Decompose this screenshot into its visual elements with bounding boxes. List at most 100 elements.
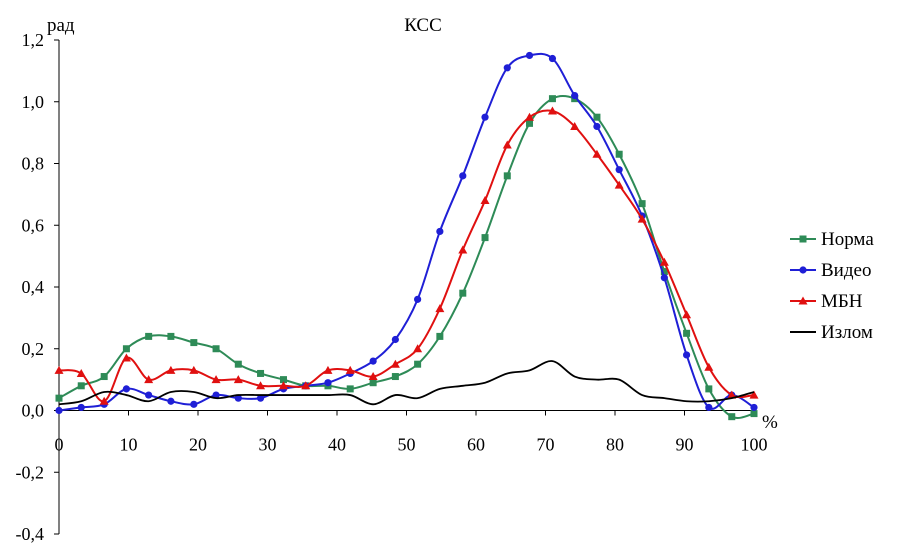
data-point-video: [414, 295, 422, 303]
data-point-mbn: [570, 121, 580, 130]
axes: 1,2 1,0 0,8 0,6 0,4 0,2 0,0 -0,2 -0,4 0 10 20 30 40 50…: [16, 30, 768, 544]
x-tick-label: 20: [189, 435, 207, 455]
data-point-norma: [212, 345, 220, 353]
data-point-mbn: [368, 372, 378, 381]
y-tick-label: 0,8: [22, 154, 45, 174]
data-point-norma: [638, 200, 646, 208]
data-point-mbn: [345, 365, 355, 374]
data-point-mbn: [502, 140, 512, 149]
data-point-mbn: [121, 353, 131, 362]
data-point-video: [525, 51, 534, 60]
data-point-norma: [190, 339, 198, 347]
y-tick-label: 0,4: [22, 277, 45, 297]
data-point-norma: [167, 332, 175, 340]
data-point-mbn: [76, 368, 86, 377]
legend: Норма Видео МБН Излом: [790, 229, 874, 343]
series-line-mbn: [58, 109, 755, 403]
data-point-mbn: [233, 375, 243, 384]
legend-marker-norma: [799, 235, 807, 243]
legend-item-izlom: Излом: [790, 322, 873, 343]
x-tick-label: 90: [676, 435, 694, 455]
y-tick-label: 1,0: [22, 92, 45, 112]
x-tick-label: 30: [259, 435, 277, 455]
data-point-mbn: [592, 149, 602, 158]
data-point-video: [190, 400, 198, 408]
data-point-norma: [593, 113, 601, 121]
data-point-norma: [615, 150, 623, 158]
legend-item-video: Видео: [790, 260, 871, 281]
legend-label-izlom: Излом: [821, 322, 873, 343]
legend-marker-mbn: [798, 296, 808, 305]
legend-label-mbn: МБН: [821, 291, 863, 312]
data-point-video: [145, 391, 153, 399]
data-point-mbn: [525, 112, 535, 121]
data-point-video: [234, 394, 242, 402]
data-point-video: [324, 379, 332, 387]
data-point-video: [256, 394, 265, 402]
data-point-norma: [346, 385, 354, 393]
data-point-mbn: [727, 390, 737, 399]
data-point-norma: [257, 369, 265, 377]
data-point-norma: [234, 360, 242, 368]
data-point-video: [77, 403, 85, 412]
data-point-mbn: [99, 396, 109, 405]
data-point-mbn: [682, 310, 692, 319]
data-point-mbn: [547, 106, 557, 115]
data-point-video: [122, 385, 131, 393]
x-tick-label: 0: [55, 435, 64, 455]
data-point-video: [369, 357, 377, 365]
y-tick-label: -0,2: [16, 462, 45, 482]
data-point-mbn: [211, 375, 221, 384]
data-point-mbn: [166, 365, 176, 374]
data-point-mbn: [435, 304, 445, 313]
data-point-mbn: [54, 365, 64, 374]
data-point-video: [705, 403, 713, 412]
data-point-norma: [459, 289, 467, 297]
data-point-norma: [279, 376, 287, 384]
data-point-norma: [100, 373, 108, 381]
data-point-norma: [526, 119, 534, 127]
data-point-norma: [145, 332, 153, 340]
data-point-norma: [503, 172, 511, 180]
legend-label-norma: Норма: [821, 229, 874, 250]
data-point-mbn: [278, 381, 288, 390]
data-point-mbn: [480, 196, 490, 205]
data-point-video: [459, 172, 467, 180]
data-point-video: [167, 397, 175, 405]
x-tick-label: 50: [398, 435, 416, 455]
data-point-video: [660, 274, 668, 282]
data-point-video: [436, 227, 444, 236]
y-tick-label: 1,2: [22, 30, 45, 50]
data-point-norma: [414, 360, 422, 368]
legend-label-video: Видео: [821, 260, 871, 281]
data-point-mbn: [256, 381, 266, 390]
data-point-norma: [122, 345, 130, 353]
data-point-norma: [728, 413, 736, 421]
data-point-video: [481, 113, 489, 121]
x-axis-title: %: [762, 412, 778, 433]
x-tick-label: 100: [741, 435, 768, 455]
x-tick-label: 10: [120, 435, 138, 455]
data-point-video: [682, 351, 691, 359]
data-point-mbn: [323, 365, 333, 374]
data-point-video: [391, 335, 399, 344]
data-point-norma: [548, 95, 556, 103]
y-axis-title: рад: [47, 15, 75, 36]
data-point-video: [750, 403, 758, 412]
x-tick-label: 60: [467, 435, 485, 455]
x-tick-label: 40: [328, 435, 346, 455]
series-line-norma: [58, 94, 755, 419]
data-point-mbn: [301, 381, 311, 390]
data-point-norma: [660, 268, 668, 276]
data-point-mbn: [189, 365, 199, 374]
x-tick-label: 70: [537, 435, 555, 455]
series-norma: [55, 94, 758, 421]
data-point-mbn: [749, 390, 759, 399]
x-tick-label: 80: [606, 435, 624, 455]
legend-item-mbn: МБН: [790, 291, 863, 312]
data-point-norma: [369, 379, 377, 387]
series-izlom: [58, 360, 755, 406]
data-point-norma: [705, 385, 713, 393]
legend-item-norma: Норма: [790, 229, 874, 250]
data-point-video: [593, 122, 601, 131]
